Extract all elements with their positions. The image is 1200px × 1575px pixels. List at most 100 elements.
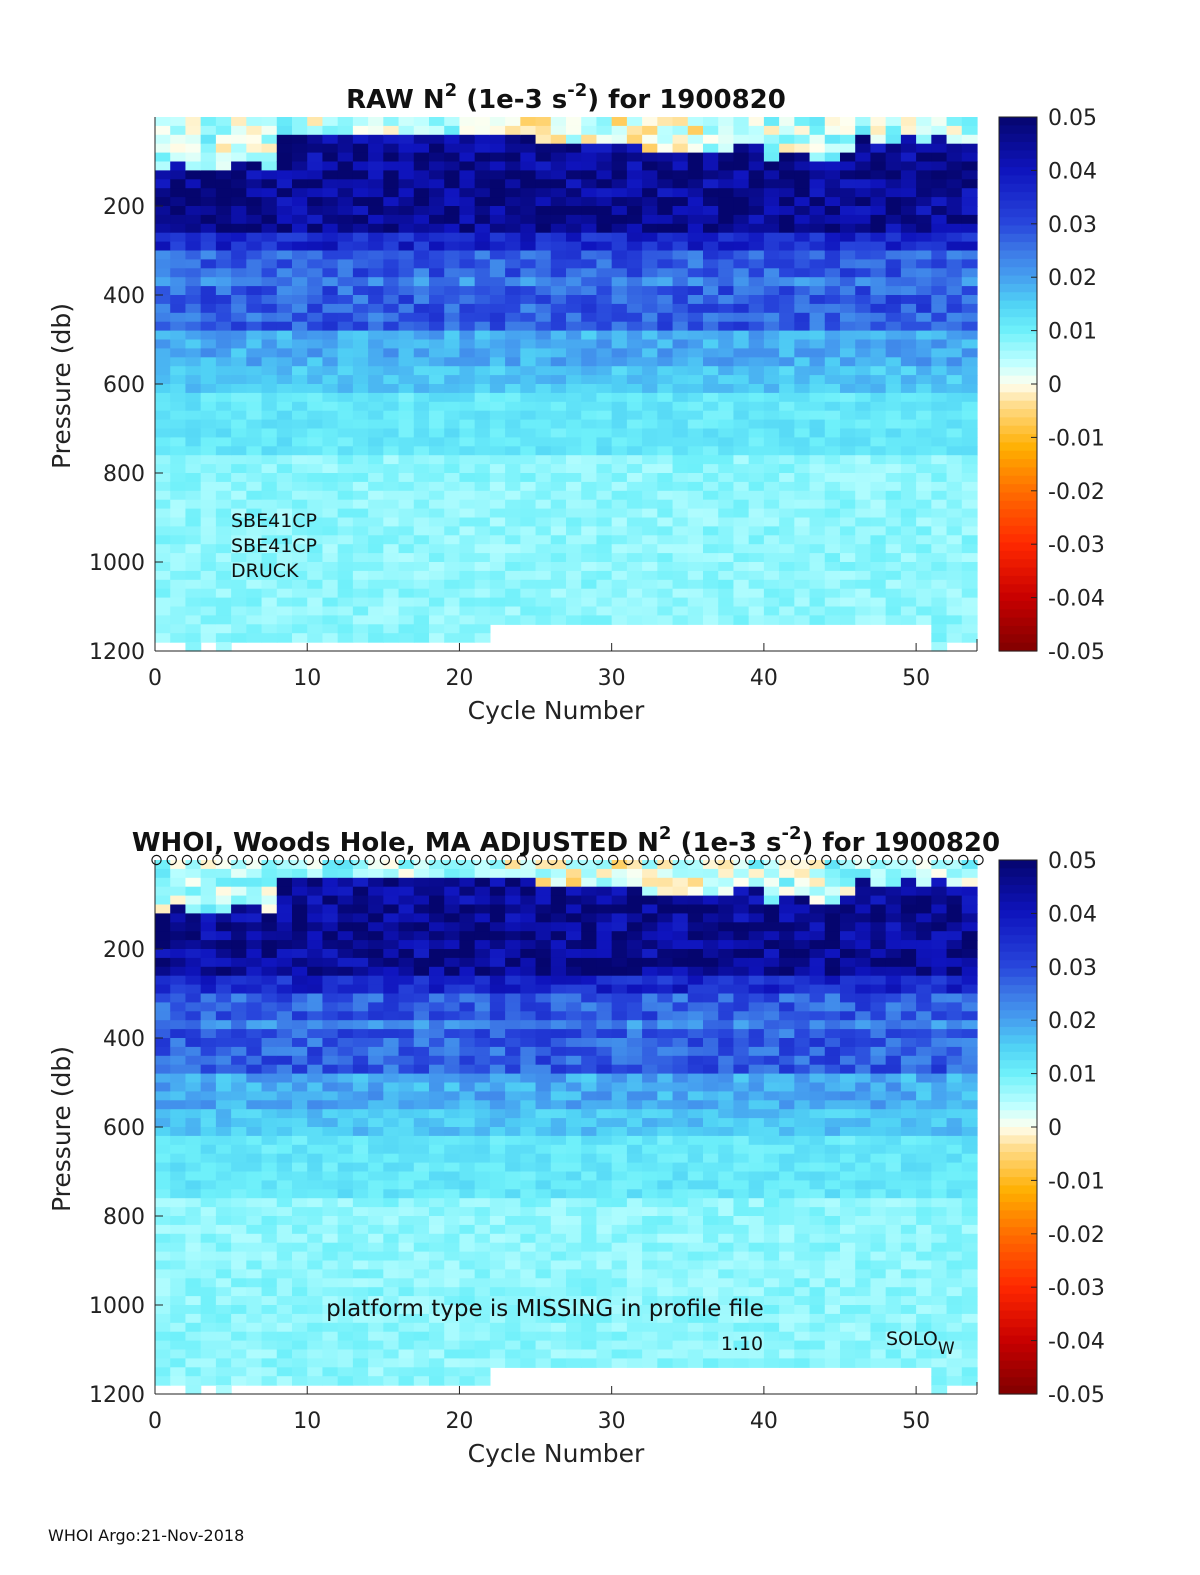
heatmap-cell bbox=[155, 330, 171, 341]
heatmap-cell bbox=[794, 170, 811, 180]
heatmap-cell bbox=[352, 392, 369, 403]
heatmap-cell bbox=[246, 517, 263, 527]
heatmap-cell bbox=[292, 526, 308, 536]
heatmap-cell bbox=[337, 1278, 354, 1288]
heatmap-cell bbox=[261, 232, 278, 243]
heatmap-cell bbox=[185, 303, 202, 314]
heatmap-cell bbox=[520, 481, 537, 492]
heatmap-cell bbox=[383, 1269, 400, 1279]
colorbar-segment bbox=[999, 217, 1037, 227]
heatmap-cell bbox=[276, 1260, 293, 1270]
heatmap-cell bbox=[626, 455, 643, 465]
heatmap-cell bbox=[687, 295, 704, 305]
heatmap-cell bbox=[718, 286, 735, 296]
heatmap-cell bbox=[185, 1162, 202, 1173]
sensor-annotation: SBE41CP bbox=[231, 510, 317, 532]
heatmap-cell bbox=[383, 1135, 400, 1146]
heatmap-cell bbox=[429, 303, 445, 314]
heatmap-cell bbox=[870, 250, 887, 260]
heatmap-cell bbox=[626, 437, 643, 447]
heatmap-cell bbox=[672, 473, 689, 483]
heatmap-cell bbox=[170, 410, 187, 421]
heatmap-cell bbox=[337, 949, 354, 959]
heatmap-cell bbox=[505, 410, 521, 421]
heatmap-cell bbox=[626, 357, 643, 367]
heatmap-cell bbox=[505, 562, 521, 572]
heatmap-cell bbox=[459, 553, 476, 563]
heatmap-cell bbox=[611, 615, 628, 625]
heatmap-cell bbox=[231, 223, 247, 234]
colorbar-segment bbox=[999, 250, 1037, 260]
heatmap-cell bbox=[581, 490, 598, 501]
heatmap-cell bbox=[779, 117, 795, 127]
heatmap-cell bbox=[596, 197, 613, 207]
heatmap-cell bbox=[261, 384, 278, 394]
heatmap-cell bbox=[550, 1313, 567, 1324]
heatmap-cell bbox=[748, 321, 765, 332]
heatmap-cell bbox=[185, 553, 202, 563]
heatmap-cell bbox=[429, 321, 445, 332]
heatmap-cell bbox=[840, 295, 856, 305]
heatmap-cell bbox=[276, 1082, 293, 1092]
heatmap-cell bbox=[292, 508, 308, 519]
heatmap-cell bbox=[596, 446, 613, 456]
heatmap-cell bbox=[429, 984, 445, 995]
heatmap-cell bbox=[961, 232, 978, 243]
heatmap-cell bbox=[505, 957, 521, 968]
heatmap-cell bbox=[429, 481, 445, 492]
heatmap-cell bbox=[322, 286, 339, 296]
heatmap-cell bbox=[535, 1278, 552, 1288]
heatmap-cell bbox=[246, 1171, 263, 1181]
heatmap-cell bbox=[581, 966, 598, 977]
heatmap-cell bbox=[444, 188, 461, 198]
heatmap-cell bbox=[231, 419, 247, 430]
heatmap-cell bbox=[566, 1162, 582, 1173]
heatmap-cell bbox=[550, 232, 567, 243]
heatmap-cell bbox=[337, 1251, 354, 1262]
heatmap-cell bbox=[398, 868, 415, 879]
heatmap-cell bbox=[489, 1340, 506, 1351]
heatmap-cell bbox=[261, 922, 278, 932]
heatmap-cell bbox=[276, 1162, 293, 1173]
heatmap-cell bbox=[413, 303, 430, 314]
heatmap-cell bbox=[307, 134, 324, 145]
heatmap-cell bbox=[200, 277, 217, 287]
heatmap-cell bbox=[429, 143, 445, 154]
heatmap-cell bbox=[200, 1269, 217, 1279]
heatmap-cell bbox=[352, 526, 369, 536]
heatmap-cell bbox=[170, 1100, 187, 1110]
heatmap-cell bbox=[398, 117, 415, 127]
heatmap-cell bbox=[961, 214, 978, 225]
heatmap-cell bbox=[444, 1269, 461, 1279]
heatmap-cell bbox=[779, 188, 795, 198]
heatmap-cell bbox=[885, 188, 902, 198]
heatmap-cell bbox=[779, 143, 795, 154]
heatmap-cell bbox=[581, 1046, 598, 1057]
heatmap-cell bbox=[733, 197, 750, 207]
colorbar-segment bbox=[999, 417, 1037, 427]
heatmap-cell bbox=[611, 339, 628, 349]
heatmap-cell bbox=[566, 940, 582, 950]
heatmap-cell bbox=[444, 1002, 461, 1012]
heatmap-cell bbox=[429, 366, 445, 376]
heatmap-cell bbox=[170, 1269, 187, 1279]
heatmap-cell bbox=[581, 268, 598, 278]
heatmap-cell bbox=[413, 1082, 430, 1092]
heatmap-cell bbox=[626, 508, 643, 519]
heatmap-cell bbox=[824, 428, 841, 438]
heatmap-cell bbox=[535, 499, 552, 510]
heatmap-cell bbox=[383, 348, 400, 358]
heatmap-cell bbox=[459, 250, 476, 260]
heatmap-cell bbox=[916, 125, 932, 136]
heatmap-cell bbox=[520, 1287, 537, 1297]
heatmap-cell bbox=[170, 553, 187, 563]
heatmap-cell bbox=[718, 206, 735, 216]
heatmap-cell bbox=[520, 330, 537, 341]
heatmap-cell bbox=[292, 966, 308, 977]
heatmap-cell bbox=[505, 993, 521, 1003]
heatmap-cell bbox=[581, 579, 598, 590]
heatmap-cell bbox=[779, 268, 795, 278]
heatmap-cell bbox=[307, 464, 324, 474]
heatmap-cell bbox=[155, 517, 171, 527]
heatmap-cell bbox=[383, 419, 400, 430]
